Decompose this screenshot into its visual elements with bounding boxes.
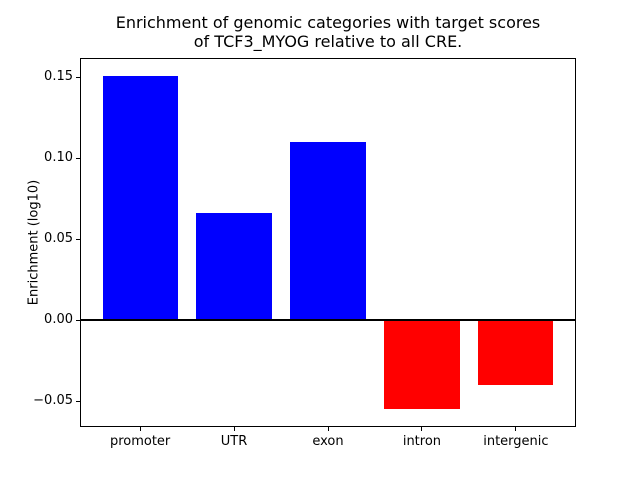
y-tick-mark [76, 238, 80, 240]
y-tick-label: −0.05 [33, 393, 73, 409]
y-tick-mark [76, 157, 80, 159]
chart-title-line-2: of TCF3_MYOG relative to all CRE. [193, 32, 463, 51]
x-tick-mark [139, 427, 141, 431]
bar-intron [384, 320, 460, 410]
zero-baseline [80, 319, 576, 322]
x-tick-mark [327, 427, 329, 431]
x-tick-mark [515, 427, 517, 431]
y-tick-mark [76, 319, 80, 321]
bar-intergenic [478, 320, 554, 385]
x-tick-mark [421, 427, 423, 431]
y-tick-mark [76, 400, 80, 402]
x-tick-label-intergenic: intergenic [483, 434, 549, 449]
chart-title: Enrichment of genomic categories with ta… [80, 13, 576, 51]
y-tick-label: 0.15 [44, 69, 73, 85]
x-tick-label-intron: intron [402, 434, 442, 449]
bar-promoter [102, 75, 178, 321]
x-tick-mark [233, 427, 235, 431]
chart-title-line-1: Enrichment of genomic categories with ta… [115, 13, 541, 32]
y-tick-label: 0.05 [44, 231, 73, 247]
x-tick-label-promoter: promoter [109, 434, 171, 449]
y-tick-mark [76, 76, 80, 78]
x-tick-label-exon: exon [312, 434, 344, 449]
y-tick-label: 0.10 [44, 150, 73, 166]
bar-UTR [196, 213, 272, 321]
y-tick-label: 0.00 [44, 312, 73, 328]
x-tick-label-UTR: UTR [220, 434, 248, 449]
plot-area [80, 58, 576, 427]
bar-exon [290, 142, 366, 321]
